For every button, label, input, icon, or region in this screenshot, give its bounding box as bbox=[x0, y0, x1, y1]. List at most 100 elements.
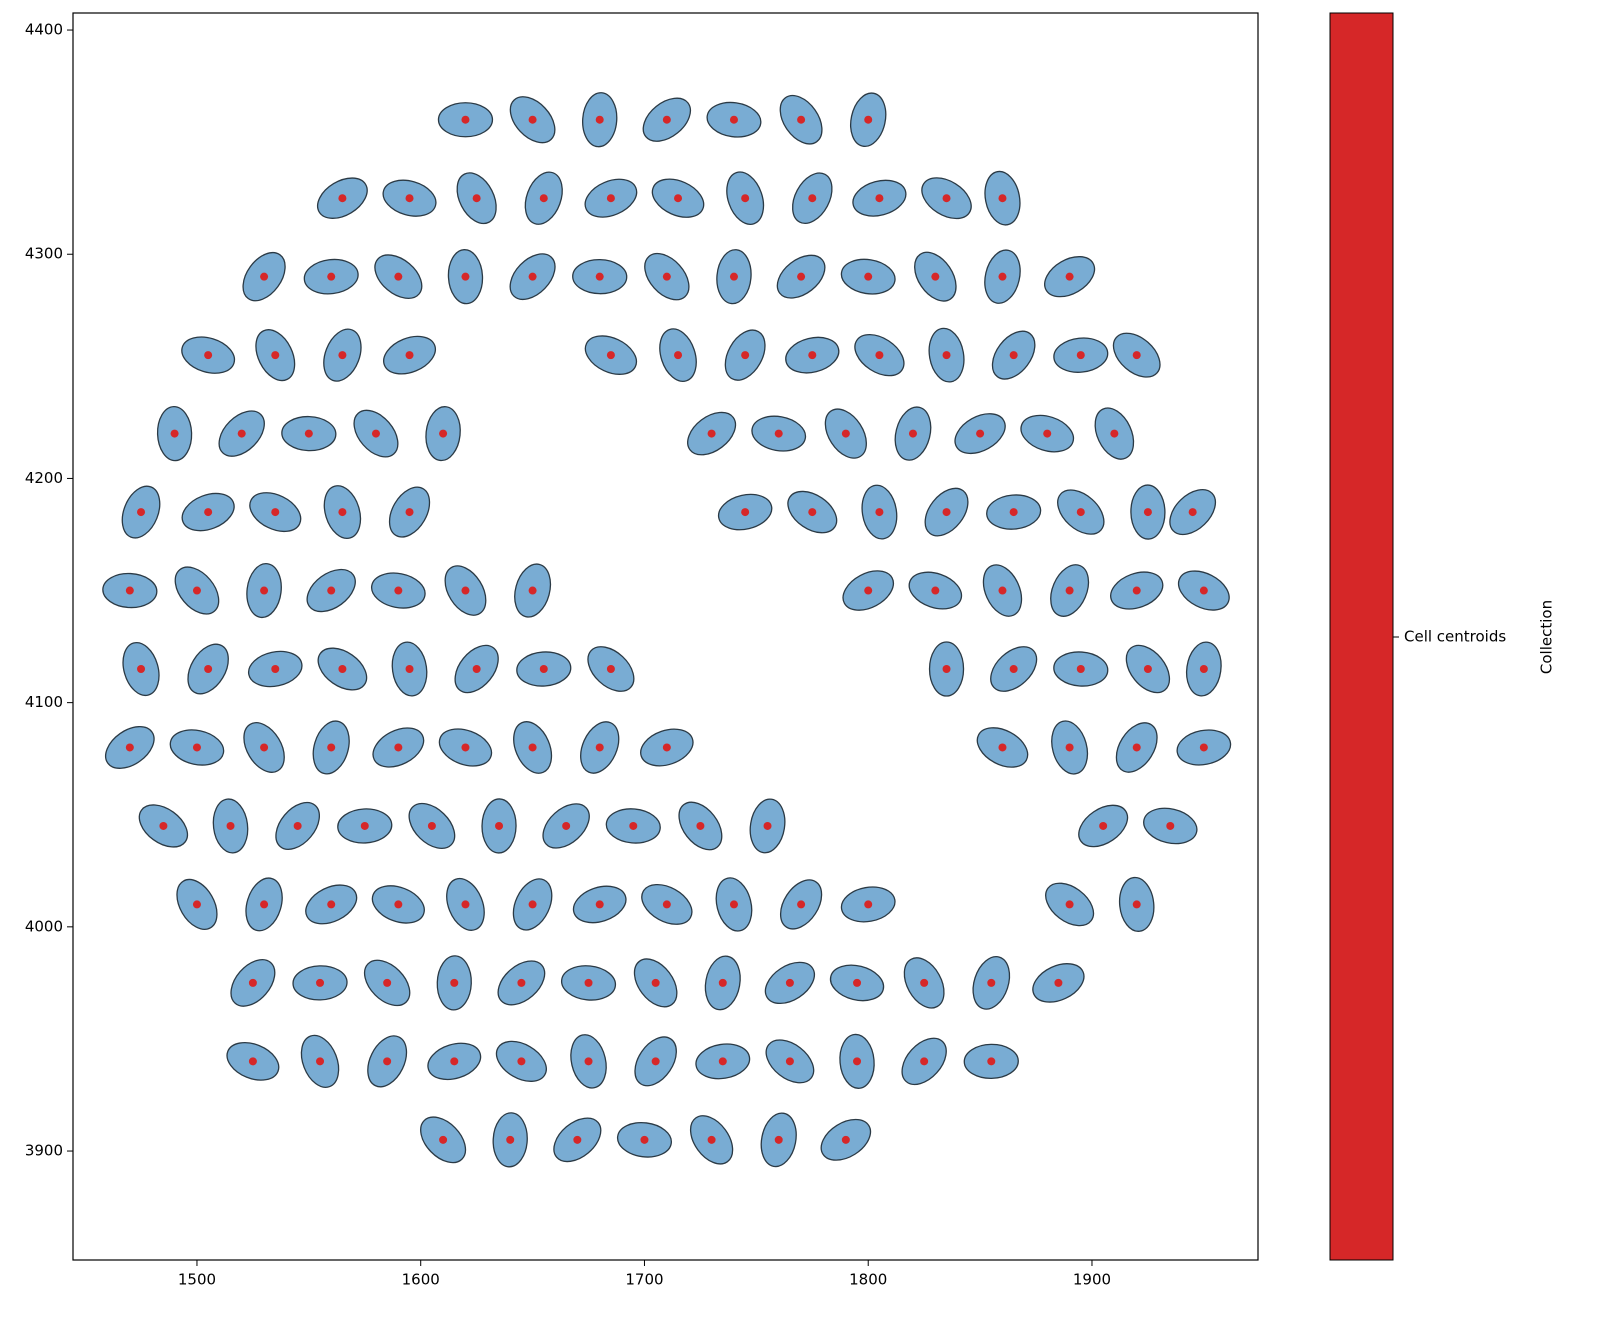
centroid bbox=[528, 115, 537, 124]
centroid bbox=[875, 194, 884, 203]
centroid bbox=[942, 508, 951, 517]
centroid bbox=[875, 351, 884, 360]
centroid bbox=[942, 665, 951, 674]
colorbar-tick-label: Cell centroids bbox=[1404, 628, 1506, 646]
centroid bbox=[338, 665, 347, 674]
centroid bbox=[584, 978, 593, 987]
y-tick-label: 4300 bbox=[25, 245, 63, 263]
centroid bbox=[517, 1057, 526, 1066]
centroid bbox=[439, 1135, 448, 1144]
centroid bbox=[942, 194, 951, 203]
centroid bbox=[1143, 508, 1152, 517]
centroid bbox=[662, 115, 671, 124]
y-tick-label: 4200 bbox=[25, 469, 63, 487]
centroid bbox=[204, 508, 213, 517]
centroid bbox=[1199, 665, 1208, 674]
centroid bbox=[248, 978, 257, 987]
centroid bbox=[405, 508, 414, 517]
centroid bbox=[808, 194, 817, 203]
centroid bbox=[841, 429, 850, 438]
centroid bbox=[506, 1135, 515, 1144]
centroid bbox=[920, 978, 929, 987]
centroid bbox=[260, 743, 269, 752]
centroid bbox=[729, 900, 738, 909]
centroid bbox=[1132, 743, 1141, 752]
centroid bbox=[248, 1057, 257, 1066]
centroid bbox=[360, 821, 369, 830]
centroid bbox=[774, 429, 783, 438]
centroid bbox=[718, 978, 727, 987]
centroid bbox=[461, 272, 470, 281]
plot-frame bbox=[72, 12, 1259, 1261]
centroid bbox=[1076, 665, 1085, 674]
centroid bbox=[640, 1135, 649, 1144]
centroid bbox=[394, 586, 403, 595]
centroid bbox=[931, 272, 940, 281]
centroid bbox=[718, 1057, 727, 1066]
centroid bbox=[1199, 743, 1208, 752]
centroid bbox=[741, 508, 750, 517]
centroid bbox=[1009, 508, 1018, 517]
centroid bbox=[271, 665, 280, 674]
centroid bbox=[427, 821, 436, 830]
centroid bbox=[539, 665, 548, 674]
centroid bbox=[674, 194, 683, 203]
centroid bbox=[1110, 429, 1119, 438]
centroid bbox=[729, 115, 738, 124]
centroid bbox=[260, 586, 269, 595]
centroid bbox=[338, 508, 347, 517]
centroid bbox=[763, 821, 772, 830]
centroid bbox=[797, 900, 806, 909]
centroid bbox=[976, 429, 985, 438]
centroid bbox=[260, 272, 269, 281]
centroid bbox=[271, 508, 280, 517]
centroid bbox=[461, 743, 470, 752]
centroid bbox=[864, 586, 873, 595]
centroid bbox=[1076, 508, 1085, 517]
centroid bbox=[1199, 586, 1208, 595]
centroid bbox=[170, 429, 179, 438]
centroid bbox=[316, 1057, 325, 1066]
centroid bbox=[987, 1057, 996, 1066]
centroid bbox=[606, 665, 615, 674]
centroid bbox=[528, 272, 537, 281]
y-tick-label: 4100 bbox=[25, 693, 63, 711]
centroid bbox=[741, 194, 750, 203]
centroid bbox=[707, 429, 716, 438]
centroid bbox=[125, 586, 134, 595]
centroid bbox=[864, 272, 873, 281]
centroid bbox=[1132, 351, 1141, 360]
centroid bbox=[405, 351, 414, 360]
y-tick-label: 4400 bbox=[25, 21, 63, 39]
centroid bbox=[942, 351, 951, 360]
centroid bbox=[159, 821, 168, 830]
centroid bbox=[606, 194, 615, 203]
centroid bbox=[1065, 272, 1074, 281]
centroid bbox=[998, 743, 1007, 752]
centroid bbox=[1166, 821, 1175, 830]
centroid bbox=[192, 586, 201, 595]
centroid bbox=[573, 1135, 582, 1144]
centroid bbox=[528, 743, 537, 752]
centroid bbox=[394, 272, 403, 281]
centroid bbox=[729, 272, 738, 281]
centroid bbox=[327, 586, 336, 595]
centroid bbox=[674, 351, 683, 360]
centroid bbox=[696, 821, 705, 830]
centroid bbox=[853, 1057, 862, 1066]
centroid bbox=[405, 194, 414, 203]
centroid bbox=[785, 1057, 794, 1066]
centroid bbox=[1065, 586, 1074, 595]
centroid bbox=[394, 900, 403, 909]
centroid bbox=[204, 351, 213, 360]
centroid bbox=[864, 115, 873, 124]
centroid bbox=[450, 978, 459, 987]
centroid bbox=[662, 900, 671, 909]
centroid bbox=[461, 115, 470, 124]
centroid bbox=[651, 1057, 660, 1066]
centroid bbox=[260, 900, 269, 909]
centroid bbox=[920, 1057, 929, 1066]
x-tick-label: 1800 bbox=[849, 1271, 887, 1289]
centroid bbox=[606, 351, 615, 360]
